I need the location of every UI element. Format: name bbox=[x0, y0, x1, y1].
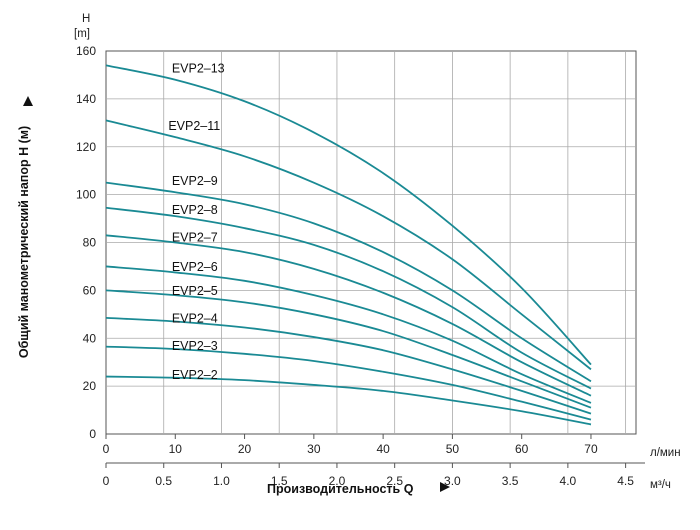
curve-evp2-11 bbox=[105, 119, 592, 371]
curve-label-evp2-7: EVP2–7 bbox=[172, 230, 218, 244]
x-tick-label-primary: 0 bbox=[103, 442, 110, 456]
x-unit-secondary: м³/ч bbox=[650, 479, 671, 491]
x-tick-label-secondary: 3.5 bbox=[502, 474, 519, 488]
y-tick-label: 140 bbox=[76, 92, 96, 106]
x-tick-label-secondary: 1.0 bbox=[213, 474, 230, 488]
x-tick-label-primary: 50 bbox=[446, 442, 460, 456]
x-tick-label-primary: 40 bbox=[376, 442, 390, 456]
y-unit-symbol: H bbox=[82, 13, 90, 25]
x-tick-labels-primary: 0 10 20 30 40 50 60 70 bbox=[103, 434, 598, 456]
y-tick-label: 20 bbox=[83, 379, 97, 393]
x-tick-label-secondary: 2.5 bbox=[386, 474, 403, 488]
y-axis-arrow-icon bbox=[23, 96, 33, 106]
curve-labels: EVP2–13 EVP2–11 EVP2–9 EVP2–8 EVP2–7 EVP2–6 EV… bbox=[168, 62, 224, 382]
y-tick-label: 0 bbox=[89, 427, 96, 441]
curve-label-evp2-13: EVP2–13 bbox=[172, 62, 225, 76]
x-tick-labels-secondary: 0 0.5 1.0 1.5 2.0 2.5 3.0 3.5 4.0 4.5 bbox=[103, 463, 634, 488]
x-tick-label-primary: 20 bbox=[238, 442, 252, 456]
y-tick-label: 160 bbox=[76, 44, 96, 58]
curve-label-evp2-6: EVP2–6 bbox=[172, 260, 218, 274]
curve-label-evp2-9: EVP2–9 bbox=[172, 174, 218, 188]
x-axis-title: Производительность Q bbox=[267, 482, 414, 496]
y-tick-label: 80 bbox=[83, 236, 97, 250]
x-axis-arrow-icon bbox=[440, 482, 450, 492]
curve-label-evp2-11: EVP2–11 bbox=[168, 119, 220, 133]
curves bbox=[105, 64, 592, 426]
y-tick-labels: 0 20 40 60 80 100 120 140 160 bbox=[76, 44, 96, 441]
y-tick-label: 40 bbox=[83, 331, 97, 345]
y-unit: [m] bbox=[74, 28, 90, 40]
y-tick-label: 100 bbox=[76, 188, 96, 202]
x-tick-label-primary: 70 bbox=[584, 442, 598, 456]
curve-label-evp2-2: EVP2–2 bbox=[172, 368, 218, 382]
x-tick-label-secondary: 2.0 bbox=[329, 474, 346, 488]
curve-evp2-3 bbox=[105, 345, 592, 421]
curve-evp2-4 bbox=[105, 317, 592, 415]
curve-evp2-13 bbox=[105, 64, 592, 366]
x-tick-label-secondary: 3.0 bbox=[444, 474, 461, 488]
x-unit-primary: л/мин bbox=[650, 447, 681, 459]
curve-label-evp2-5: EVP2–5 bbox=[172, 284, 218, 298]
x-tick-label-secondary: 4.0 bbox=[560, 474, 577, 488]
y-tick-label: 60 bbox=[83, 283, 97, 297]
x-tick-label-secondary: 0 bbox=[103, 474, 110, 488]
curve-label-evp2-8: EVP2–8 bbox=[172, 203, 218, 217]
curve-evp2-7 bbox=[105, 234, 592, 397]
curve-label-evp2-3: EVP2–3 bbox=[172, 339, 218, 353]
curve-evp2-9 bbox=[105, 181, 592, 383]
curve-evp2-5 bbox=[105, 289, 592, 409]
x-tick-label-secondary: 0.5 bbox=[155, 474, 172, 488]
y-tick-label: 120 bbox=[76, 140, 96, 154]
curve-evp2-8 bbox=[105, 206, 592, 390]
curve-evp2-2 bbox=[105, 375, 592, 426]
curve-evp2-6 bbox=[105, 265, 592, 404]
x-tick-label-primary: 30 bbox=[307, 442, 321, 456]
x-tick-label-primary: 60 bbox=[515, 442, 529, 456]
x-tick-label-secondary: 1.5 bbox=[271, 474, 288, 488]
y-axis-title: Общий манометрический напор H (м) bbox=[17, 126, 31, 358]
curve-label-evp2-4: EVP2–4 bbox=[172, 312, 218, 326]
x-tick-label-primary: 10 bbox=[169, 442, 183, 456]
x-tick-label-secondary: 4.5 bbox=[617, 474, 634, 488]
